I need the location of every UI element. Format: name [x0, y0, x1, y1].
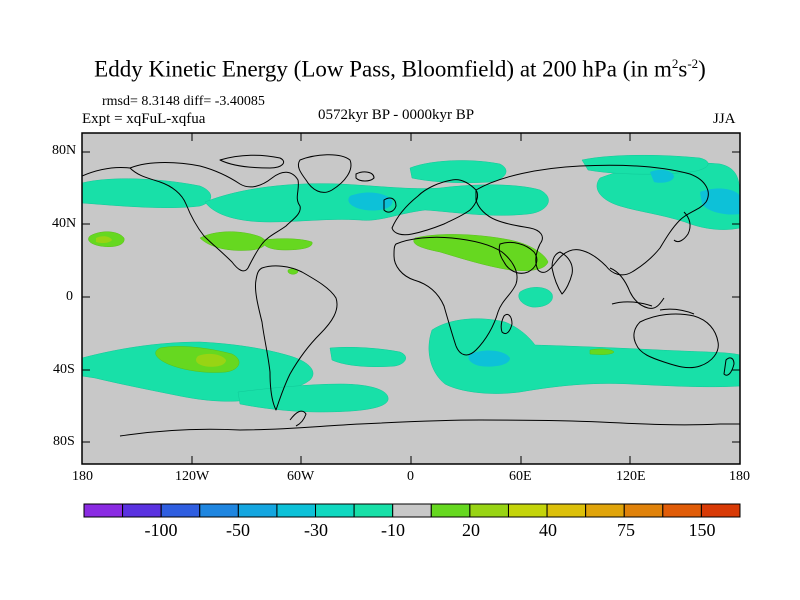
colorbar-swatch: [547, 504, 586, 517]
colorbar-swatch: [431, 504, 470, 517]
colorbar-swatch: [701, 504, 740, 517]
colorbar-swatch: [354, 504, 393, 517]
lat-label-0: 0: [66, 289, 73, 305]
lat-label-40s: 40S: [53, 362, 75, 378]
colorbar: [84, 504, 740, 517]
colorbar-label: 75: [617, 520, 635, 541]
colorbar-label: -10: [381, 520, 405, 541]
colorbar-swatch: [238, 504, 277, 517]
colorbar-swatch: [624, 504, 663, 517]
colorbar-label: -30: [304, 520, 328, 541]
colorbar-label: -100: [145, 520, 178, 541]
colorbar-swatch: [161, 504, 200, 517]
colorbar-swatch: [470, 504, 509, 517]
colorbar-swatch: [84, 504, 123, 517]
map-field: [82, 133, 740, 464]
colorbar-swatch: [586, 504, 625, 517]
colorbar-swatch: [200, 504, 239, 517]
anomaly-south-indian-small: [590, 349, 614, 355]
lat-label-40n: 40N: [52, 216, 76, 232]
colorbar-swatch: [508, 504, 547, 517]
lon-label-60w: 60W: [287, 469, 314, 485]
lon-label-120w: 120W: [175, 469, 209, 485]
lon-label-0: 0: [407, 469, 414, 485]
colorbar-label: 150: [689, 520, 716, 541]
lat-label-80s: 80S: [53, 434, 75, 450]
lon-label-60e: 60E: [509, 469, 532, 485]
lon-label-180-west: 180: [72, 469, 93, 485]
lon-label-120e: 120E: [616, 469, 646, 485]
colorbar-swatch: [316, 504, 355, 517]
lat-label-80n: 80N: [52, 143, 76, 159]
colorbar-swatch: [123, 504, 162, 517]
lon-label-180-east: 180: [729, 469, 750, 485]
anomaly-arctic: [582, 155, 708, 174]
colorbar-swatch: [393, 504, 432, 517]
colorbar-label: 20: [462, 520, 480, 541]
colorbar-swatch: [277, 504, 316, 517]
colorbar-swatch: [663, 504, 702, 517]
colorbar-label: -50: [226, 520, 250, 541]
colorbar-label: 40: [539, 520, 557, 541]
